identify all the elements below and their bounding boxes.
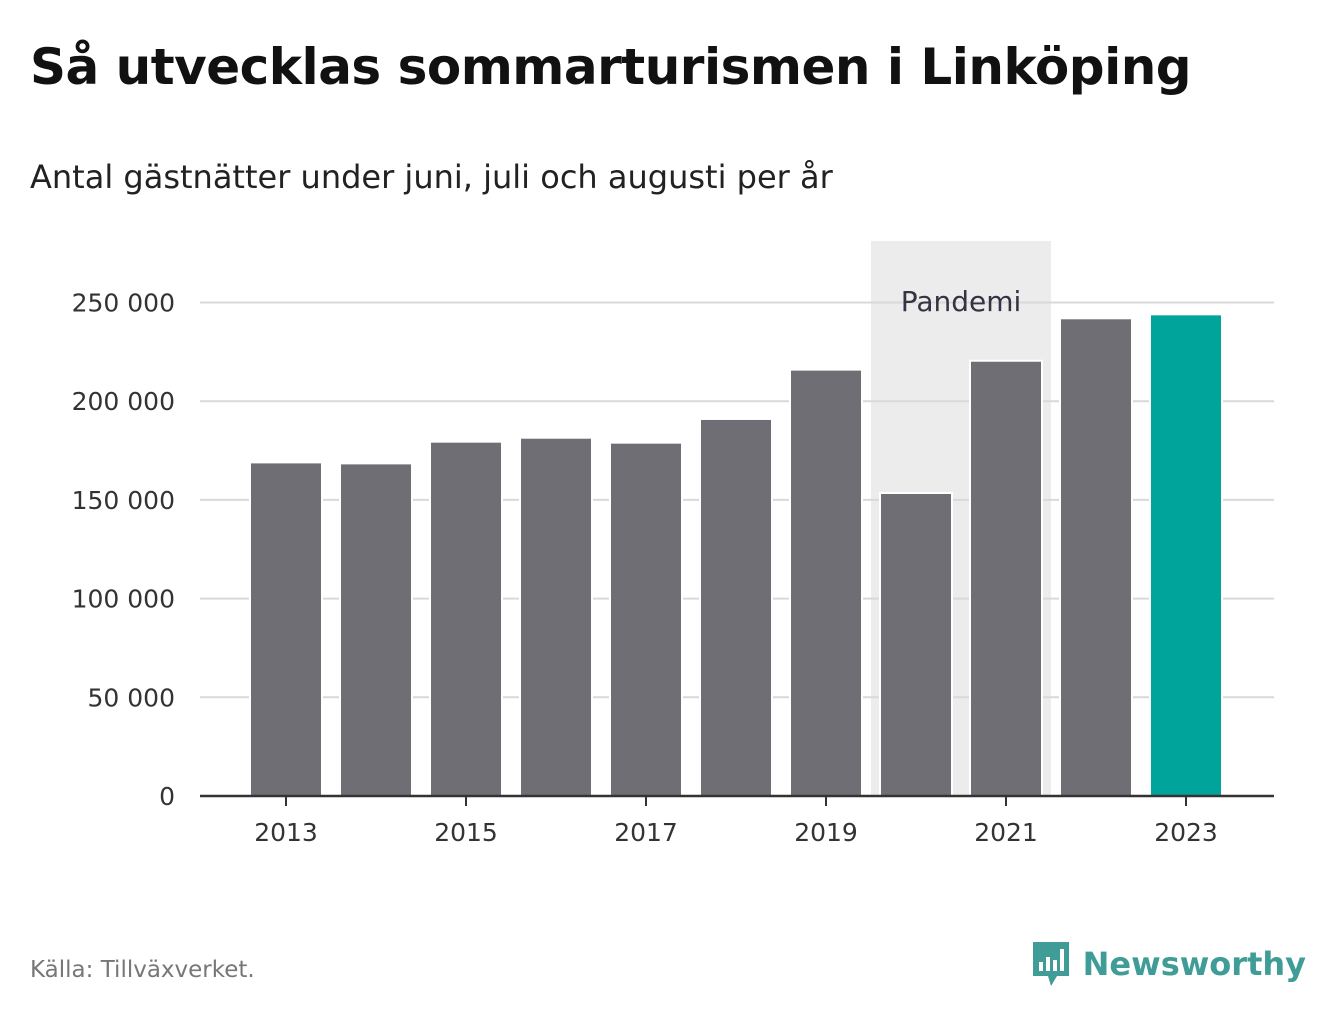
bar-2014[interactable] [339,462,413,797]
bar-2018[interactable] [699,417,773,797]
bar-2021[interactable] [969,359,1043,797]
x-tick-label: 2021 [974,818,1038,847]
y-tick-label: 150 000 [72,486,175,515]
x-tick-label: 2013 [254,818,318,847]
chart-subtitle: Antal gästnätter under juni, juli och au… [30,158,833,196]
x-tick-label: 2017 [614,818,678,847]
bar-2013[interactable] [249,461,323,797]
bar-chart-speech-bubble-icon [1032,942,1069,986]
annotation-label-0: Pandemi [901,285,1022,318]
y-tick-label: 50 000 [88,683,175,712]
bar-chart: Pandemi 0 50 000 100 000 150 000 200 000 250 0… [72,241,1274,847]
bar-2022[interactable] [1059,317,1133,797]
brand-logo[interactable]: Newsworthy [1031,940,1306,988]
y-tick-label: 100 000 [72,585,175,614]
y-tick-label: 0 [159,782,175,811]
x-tick-label: 2019 [794,818,858,847]
bar-2015[interactable] [429,440,503,797]
x-tick-label: 2023 [1154,818,1218,847]
chart-title: Så utvecklas sommarturismen i Linköping [30,38,1192,96]
bar-2017[interactable] [609,441,683,797]
bar-2019[interactable] [789,368,863,797]
x-tick-label: 2015 [434,818,498,847]
brand-name: Newsworthy [1082,945,1306,983]
source-note: Källa: Tillväxverket. [30,957,255,983]
bar-2023[interactable] [1149,313,1223,797]
bar-2016[interactable] [519,436,593,797]
y-tick-label: 250 000 [72,289,175,318]
y-tick-label: 200 000 [72,387,175,416]
bar-2020[interactable] [879,491,953,797]
